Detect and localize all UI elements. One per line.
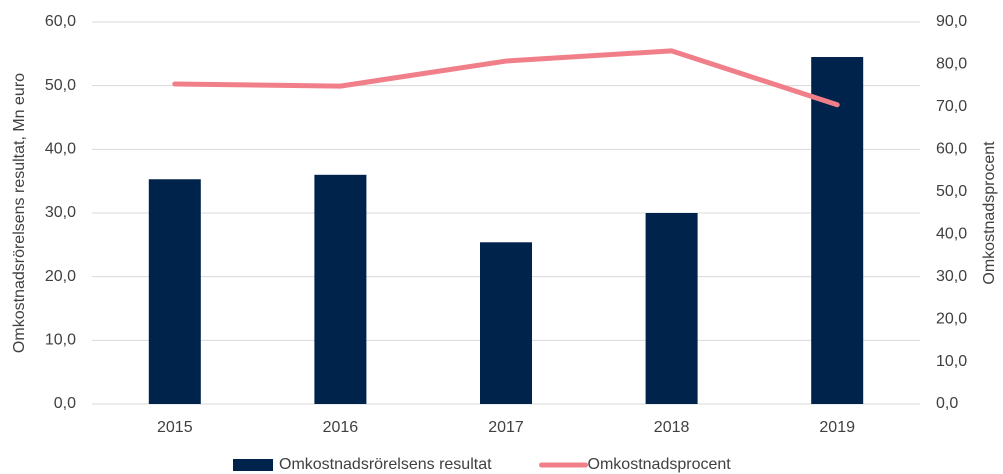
y-tick-label: 30,0 (45, 204, 76, 221)
x-tick-label: 2016 (323, 419, 359, 436)
bar (811, 57, 864, 405)
x-tick-label: 2017 (488, 419, 524, 436)
x-tick-label: 2015 (157, 419, 193, 436)
legend-label: Omkostnadsprocent (588, 456, 732, 473)
bar (314, 174, 367, 404)
y-tick-label: 20,0 (45, 268, 76, 285)
y-tick-label: 0,0 (54, 395, 76, 412)
y-tick-label: 10,0 (45, 332, 76, 349)
y-axis-title: Omkostnadsrörelsens resultat, Mn euro (11, 73, 28, 353)
x-tick-label: 2019 (819, 419, 855, 436)
bar (645, 213, 698, 404)
y2-tick-label: 20,0 (936, 310, 967, 327)
line (172, 48, 840, 108)
legend-swatch (233, 459, 273, 471)
x-tick-label: 2018 (654, 419, 690, 436)
y-tick-label: 50,0 (45, 77, 76, 94)
bar (148, 179, 201, 404)
y2-tick-label: 50,0 (936, 183, 967, 200)
bar (480, 242, 532, 404)
y2-axis-title: Omkostnadsprocent (981, 141, 998, 285)
y2-tick-label: 0,0 (936, 395, 958, 412)
y2-tick-label: 10,0 (936, 353, 967, 370)
y2-tick-label: 40,0 (936, 225, 967, 242)
y2-tick-label: 80,0 (936, 56, 967, 73)
legend-label: Omkostnadsrörelsens resultat (279, 456, 492, 473)
y-tick-label: 60,0 (45, 13, 76, 30)
y2-tick-label: 30,0 (936, 268, 967, 285)
y-tick-label: 40,0 (45, 141, 76, 158)
y2-tick-label: 70,0 (936, 98, 967, 115)
y2-tick-label: 60,0 (936, 141, 967, 158)
y2-tick-label: 90,0 (936, 13, 967, 30)
